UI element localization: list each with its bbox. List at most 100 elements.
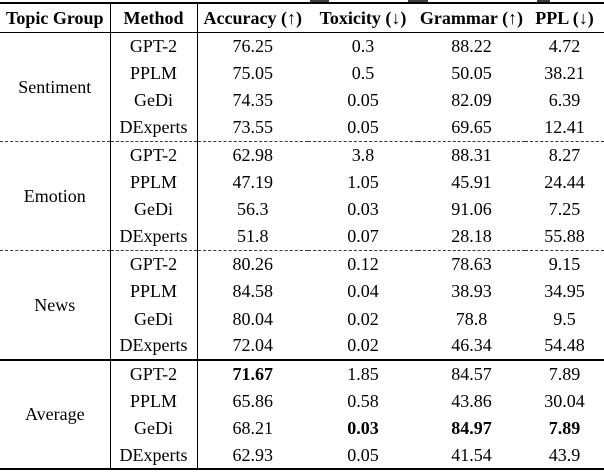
value-cell: 3.8: [351, 145, 375, 166]
value-cell: 7.89: [548, 417, 581, 438]
method-cell: DExperts: [110, 332, 198, 361]
value-cell: 72.04: [197, 332, 308, 361]
value-cell: 0.07: [308, 223, 418, 251]
value-cell: 41.54: [451, 444, 492, 465]
value-cell: 80.04: [232, 308, 274, 329]
value-cell: 75.05: [232, 62, 274, 83]
table-row: DExperts 62.93 0.05 41.54 43.9: [0, 441, 604, 469]
value-cell: 56.3: [237, 199, 269, 220]
value-cell: 43.9: [548, 444, 581, 465]
value-cell: 0.02: [347, 308, 379, 329]
value-cell: 69.65: [418, 113, 525, 142]
value-cell: 0.05: [347, 90, 379, 111]
method-cell: DExperts: [110, 441, 198, 469]
topic-group-cell: News: [0, 250, 111, 361]
value-cell: 47.19: [232, 172, 274, 193]
table-row: GeDi 56.3 0.03 91.06 7.25: [0, 195, 604, 224]
method-cell: DExperts: [110, 223, 198, 251]
value-cell: 84.58: [232, 281, 274, 302]
value-cell: 88.22: [451, 35, 492, 56]
value-cell: 74.35: [232, 90, 274, 111]
value-cell: 0.04: [347, 281, 379, 302]
col-header-ppl: PPL (↓): [525, 3, 604, 33]
value-cell: 65.86: [232, 390, 274, 411]
value-cell: 6.39: [548, 90, 581, 111]
value-cell: 71.67: [232, 363, 274, 384]
value-cell: 78.8: [455, 308, 488, 329]
value-cell: 84.97: [451, 417, 492, 438]
value-cell: 78.63: [451, 254, 492, 275]
value-cell: 46.34: [418, 332, 525, 361]
value-cell: 30.04: [544, 390, 585, 411]
value-cell: 68.21: [232, 417, 274, 438]
col-header-grammar: Grammar (↑): [418, 3, 525, 33]
value-cell: 12.41: [525, 113, 604, 142]
value-cell: 0.05: [308, 113, 418, 142]
method-cell: GPT-2: [110, 359, 198, 387]
table-row: DExperts 51.8 0.07 28.18 55.88: [0, 223, 604, 251]
crop-artifact: [537, 0, 550, 2]
table-row: PPLM 65.86 0.58 43.86 30.04: [0, 386, 604, 415]
crop-artifact: [310, 0, 329, 2]
value-cell: 50.05: [451, 62, 492, 83]
value-cell: 7.89: [548, 363, 581, 384]
table-row: Average GPT-2 71.67 1.85 84.57 7.89: [0, 359, 604, 469]
method-cell: PPLM: [110, 168, 198, 196]
value-cell: 62.93: [232, 444, 274, 465]
value-cell: 62.98: [232, 145, 274, 166]
value-cell: 34.95: [544, 281, 585, 302]
method-cell: GPT-2: [110, 141, 198, 169]
method-cell: PPLM: [110, 277, 198, 305]
header-row: Topic Group Method Accuracy (↑) Toxicity…: [0, 3, 604, 33]
table-row: Emotion GPT-2 62.98 3.8 88.31 8.27: [0, 141, 604, 251]
value-cell: 7.25: [548, 199, 581, 220]
table-row: GeDi 68.21 0.03 84.97 7.89: [0, 414, 604, 442]
value-cell: 80.26: [232, 254, 274, 275]
method-cell: GPT-2: [110, 32, 198, 60]
value-cell: 4.72: [548, 35, 581, 56]
table-row: PPLM 84.58 0.04 38.93 34.95: [0, 277, 604, 305]
col-header-toxicity: Toxicity (↓): [308, 3, 418, 33]
col-header-topic-group: Topic Group: [0, 3, 111, 33]
method-cell: GeDi: [110, 86, 198, 114]
value-cell: 1.85: [347, 363, 379, 384]
value-cell: 84.57: [451, 363, 492, 384]
value-cell: 43.86: [451, 390, 492, 411]
value-cell: 0.02: [308, 332, 418, 361]
col-header-method: Method: [110, 3, 198, 33]
topic-group-cell: Emotion: [0, 141, 111, 251]
value-cell: 51.8: [197, 223, 308, 251]
topic-group-cell: Sentiment: [0, 32, 111, 142]
method-cell: PPLM: [110, 386, 198, 415]
crop-artifact: [408, 0, 428, 2]
value-cell: 8.27: [548, 145, 581, 166]
value-cell: 0.3: [351, 35, 375, 56]
value-cell: 0.5: [351, 62, 375, 83]
topic-group-cell: Average: [0, 359, 111, 469]
value-cell: 91.06: [451, 199, 492, 220]
value-cell: 0.03: [347, 199, 379, 220]
table-row: News GPT-2 80.26 0.12 78.63 9.15: [0, 250, 604, 361]
value-cell: 38.93: [451, 281, 492, 302]
value-cell: 82.09: [451, 90, 492, 111]
value-cell: 0.05: [347, 444, 379, 465]
value-cell: 88.31: [451, 145, 492, 166]
value-cell: 45.91: [451, 172, 492, 193]
table-row: DExperts 72.04 0.02 46.34 54.48: [0, 332, 604, 361]
value-cell: 1.05: [347, 172, 379, 193]
col-header-accuracy: Accuracy (↑): [197, 3, 308, 33]
value-cell: 0.12: [347, 254, 379, 275]
value-cell: 55.88: [525, 223, 604, 251]
method-cell: GeDi: [110, 195, 198, 224]
table-row: PPLM 75.05 0.5 50.05 38.21: [0, 59, 604, 87]
table-row: PPLM 47.19 1.05 45.91 24.44: [0, 168, 604, 196]
table-row: GeDi 80.04 0.02 78.8 9.5: [0, 304, 604, 333]
value-cell: 9.5: [553, 308, 576, 329]
value-cell: 0.03: [347, 417, 379, 438]
value-cell: 9.15: [548, 254, 581, 275]
value-cell: 38.21: [544, 62, 585, 83]
value-cell: 0.58: [347, 390, 379, 411]
value-cell: 24.44: [544, 172, 585, 193]
